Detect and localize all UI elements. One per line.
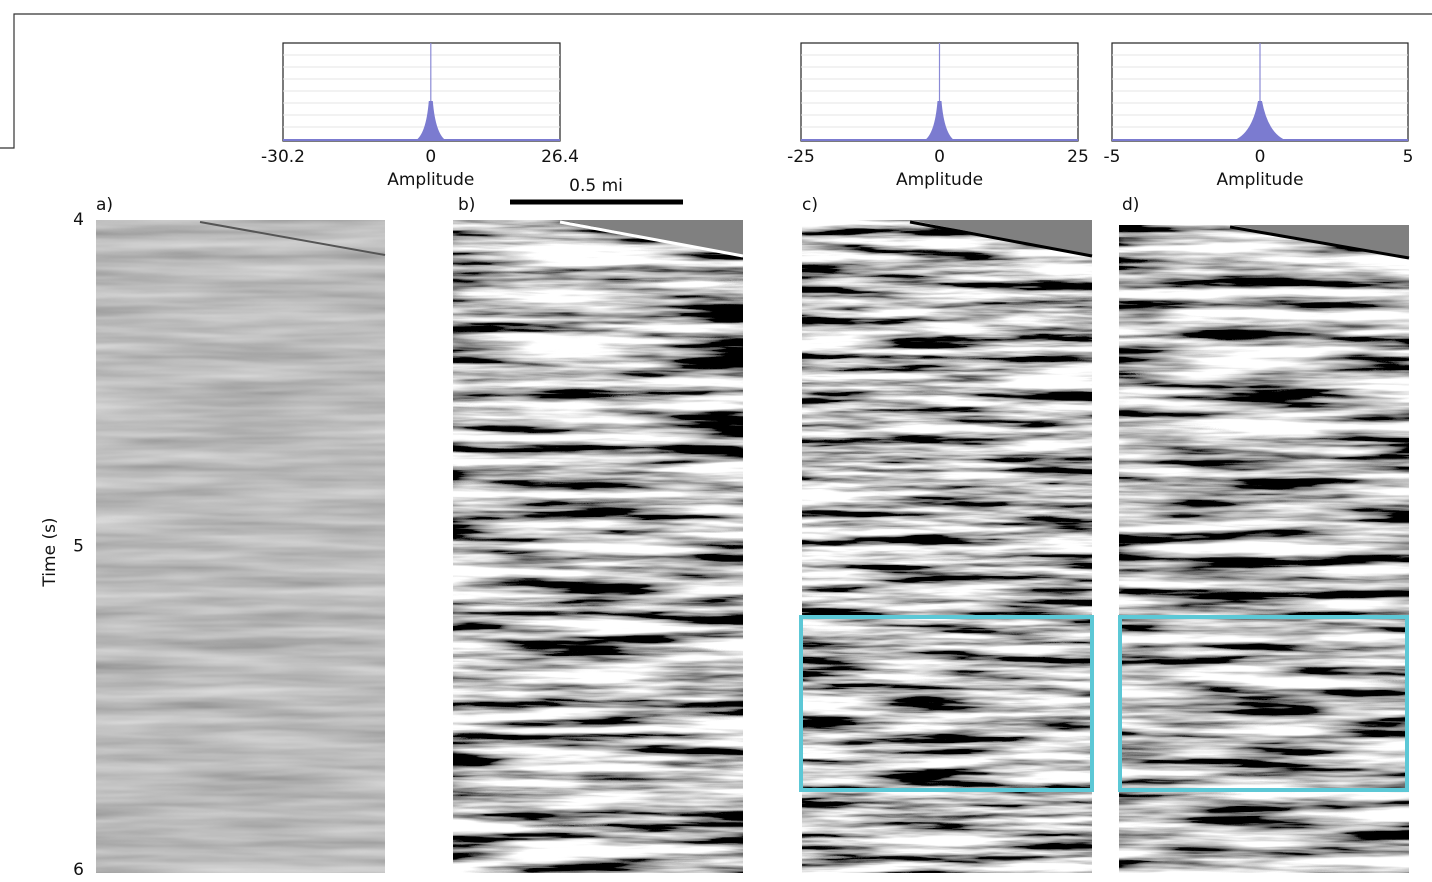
histogram-tick-label: 0 [425, 147, 436, 167]
histogram-tick-label: -5 [1104, 147, 1121, 167]
histogram-xlabel: Amplitude [387, 170, 474, 190]
seismic-panel [1119, 225, 1409, 873]
histogram-tick-label: 0 [1255, 147, 1266, 167]
histograms: -30.2 0 26.4 Amplitude -25 0 25 Amplitude -5 0 5 Am… [261, 43, 1413, 190]
time-tick-label: 6 [73, 860, 84, 880]
histogram-tick-label: 0 [934, 147, 945, 167]
histogram-tick-label: 25 [1067, 147, 1089, 167]
histogram-xlabel: Amplitude [1216, 170, 1303, 190]
time-tick-label: 4 [73, 210, 84, 230]
scale-bar-label: 0.5 mi [569, 176, 623, 196]
figure: -30.2 0 26.4 Amplitude -25 0 25 Amplitude -5 0 5 Am… [0, 0, 1432, 882]
histogram-xlabel: Amplitude [896, 170, 983, 190]
histogram-tick-label: 26.4 [541, 147, 579, 167]
time-tick-label: 5 [73, 537, 84, 557]
seismic-panel [453, 220, 743, 873]
seismic-panel [802, 220, 1092, 873]
seismic-panel [96, 220, 385, 873]
panel-label: d) [1122, 195, 1139, 215]
panels [96, 220, 1409, 873]
panel-label: c) [802, 195, 818, 215]
histogram-tick-label: -25 [787, 147, 815, 167]
histogram-frame [283, 43, 560, 141]
panel-label: b) [458, 195, 475, 215]
histogram-tick-label: 5 [1403, 147, 1414, 167]
panel-label: a) [96, 195, 113, 215]
time-axis-label: Time (s) [40, 517, 60, 587]
histogram-tick-label: -30.2 [261, 147, 305, 167]
